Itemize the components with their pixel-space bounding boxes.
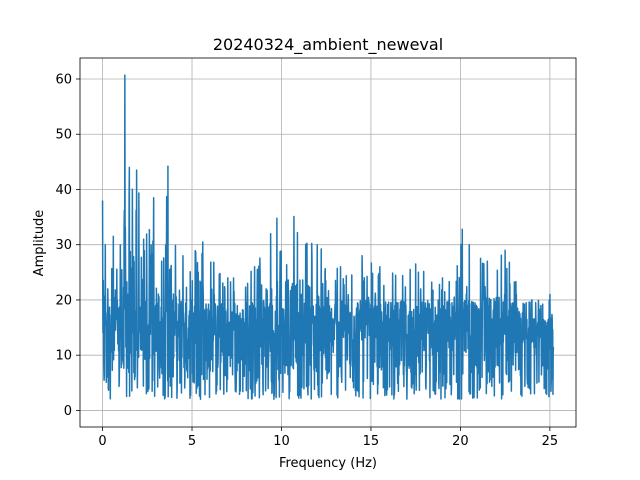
y-tick-label: 30 bbox=[55, 238, 72, 253]
y-tick-label: 10 bbox=[55, 349, 72, 364]
plot-area bbox=[101, 74, 555, 401]
axes bbox=[76, 57, 577, 431]
x-tick-label: 15 bbox=[363, 434, 380, 449]
spectrum-line bbox=[101, 74, 555, 401]
grid-lines bbox=[80, 58, 576, 427]
x-tick-label: 10 bbox=[273, 434, 290, 449]
y-tick-label: 40 bbox=[55, 183, 72, 198]
chart-title: 20240324_ambient_neweval bbox=[213, 35, 443, 55]
tick-labels: 0 5 10 15 20 25 0 10 20 30 40 50 60 bbox=[55, 72, 558, 449]
x-tick-label: 20 bbox=[452, 434, 469, 449]
y-tick-label: 60 bbox=[55, 72, 72, 87]
y-tick-label: 20 bbox=[55, 293, 72, 308]
axes-frame bbox=[79, 57, 577, 428]
y-tick-label: 0 bbox=[64, 404, 72, 419]
y-tick-label: 50 bbox=[55, 128, 72, 143]
y-axis-label: Amplitude bbox=[32, 210, 47, 277]
x-tick-label: 5 bbox=[188, 434, 196, 449]
x-tick-label: 0 bbox=[98, 434, 106, 449]
x-tick-label: 25 bbox=[542, 434, 559, 449]
x-axis-label: Frequency (Hz) bbox=[279, 456, 377, 471]
